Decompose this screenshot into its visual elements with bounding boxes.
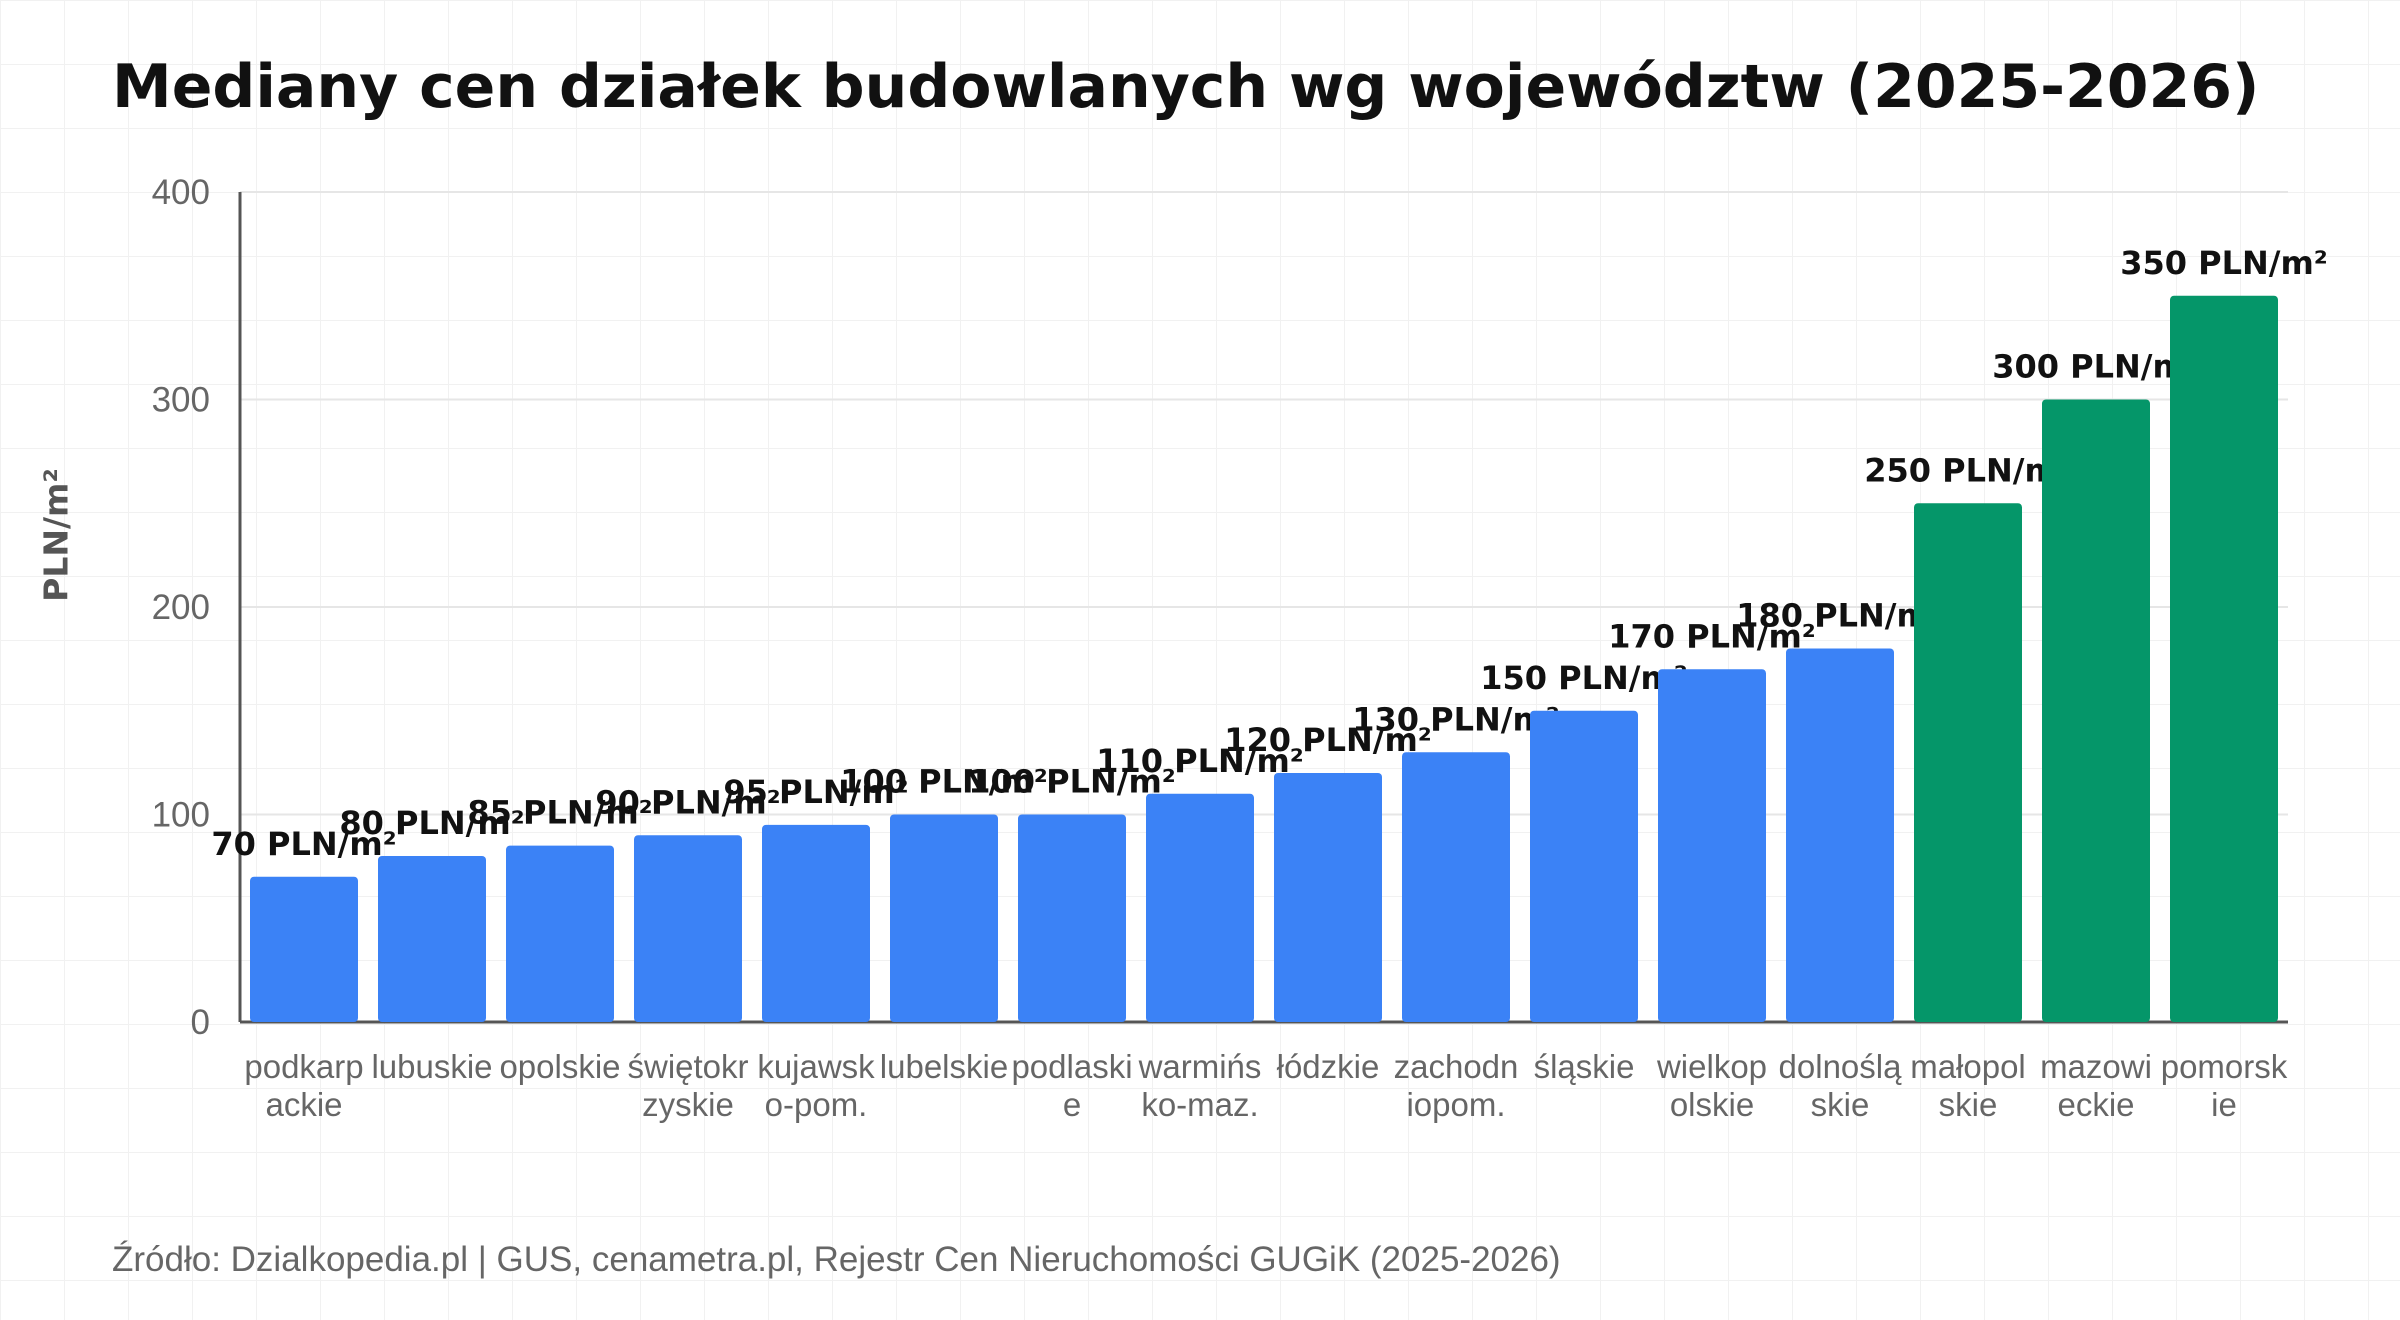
x-tick-label: ackie <box>265 1086 342 1123</box>
source-note: Źródło: Dzialkopedia.pl | GUS, cenametra… <box>112 1240 1561 1279</box>
x-tick-label: łódzkie <box>1277 1048 1380 1085</box>
x-tick-label: ie <box>2211 1086 2237 1123</box>
bar <box>1914 503 2022 1022</box>
x-tick-label: lubuskie <box>371 1048 492 1085</box>
chart-title: Mediany cen działek budowlanych wg wojew… <box>112 52 2260 122</box>
x-tick-label: skie <box>1811 1086 1870 1123</box>
bar-value-label: 300 PLN/m² <box>1992 348 2200 386</box>
x-tick-label: e <box>1063 1086 1081 1123</box>
bar <box>2042 399 2150 1022</box>
x-tick-label: podlaski <box>1011 1048 1132 1085</box>
x-tick-label: zachodn <box>1394 1048 1519 1085</box>
x-tick-label: olskie <box>1670 1086 1754 1123</box>
bar <box>762 824 870 1022</box>
bar <box>1146 793 1254 1022</box>
y-tick-label: 200 <box>152 588 210 627</box>
bar-value-label: 100 PLN/m² <box>968 763 1176 801</box>
bar-value-label: 100 PLN/m² <box>840 763 1048 801</box>
x-tick-label: wielkop <box>1656 1048 1767 1085</box>
x-tick-label: podkarp <box>244 1048 363 1085</box>
bar <box>250 876 358 1022</box>
bar <box>2170 295 2278 1022</box>
x-tick-label: o-pom. <box>765 1086 868 1123</box>
x-tick-label: pomorsk <box>2161 1048 2288 1085</box>
x-tick-label: eckie <box>2057 1086 2134 1123</box>
x-tick-label: dolnoślą <box>1779 1048 1903 1085</box>
bar <box>506 845 614 1022</box>
bar-value-label: 90 PLN/m² <box>595 783 780 821</box>
y-tick-label: 0 <box>191 1003 210 1042</box>
x-tick-label: lubelskie <box>880 1048 1008 1085</box>
x-tick-label: warmińs <box>1138 1048 1262 1085</box>
bar-value-label: 120 PLN/m² <box>1224 721 1432 759</box>
bar-value-label: 110 PLN/m² <box>1096 742 1304 780</box>
x-tick-label: skie <box>1939 1086 1998 1123</box>
bar-value-label: 80 PLN/m² <box>339 804 524 842</box>
x-tick-label: ko-maz. <box>1141 1086 1258 1123</box>
bar <box>1402 752 1510 1022</box>
bar <box>1786 648 1894 1022</box>
bar-value-label: 150 PLN/m² <box>1480 659 1688 697</box>
y-tick-label: 400 <box>152 173 210 212</box>
bar-value-label: 85 PLN/m² <box>467 794 652 832</box>
bar-value-label: 130 PLN/m² <box>1352 700 1560 738</box>
x-tick-label: małopol <box>1910 1048 2026 1085</box>
x-tick-label: zyskie <box>642 1086 734 1123</box>
bar <box>378 856 486 1022</box>
bar <box>1530 710 1638 1022</box>
bar <box>1658 669 1766 1022</box>
x-tick-label: mazowi <box>2040 1048 2152 1085</box>
bar-value-label: 95 PLN/m² <box>723 773 908 811</box>
bar-value-label: 350 PLN/m² <box>2120 244 2328 282</box>
x-tick-label: iopom. <box>1406 1086 1505 1123</box>
x-tick-label: opolskie <box>499 1048 620 1085</box>
bar-value-label: 70 PLN/m² <box>211 825 396 863</box>
bar <box>1274 773 1382 1022</box>
y-tick-label: 100 <box>152 796 210 835</box>
bar <box>1018 814 1126 1022</box>
y-tick-label: 300 <box>152 381 210 420</box>
bar-value-label: 180 PLN/m² <box>1736 597 1944 635</box>
bar-value-label: 170 PLN/m² <box>1608 617 1816 655</box>
bar <box>890 814 998 1022</box>
x-tick-label: śląskie <box>1534 1048 1635 1085</box>
x-tick-label: świętokr <box>627 1048 748 1085</box>
bar-value-label: 250 PLN/m² <box>1864 451 2072 489</box>
bar <box>634 835 742 1022</box>
x-tick-label: kujawsk <box>757 1048 875 1085</box>
